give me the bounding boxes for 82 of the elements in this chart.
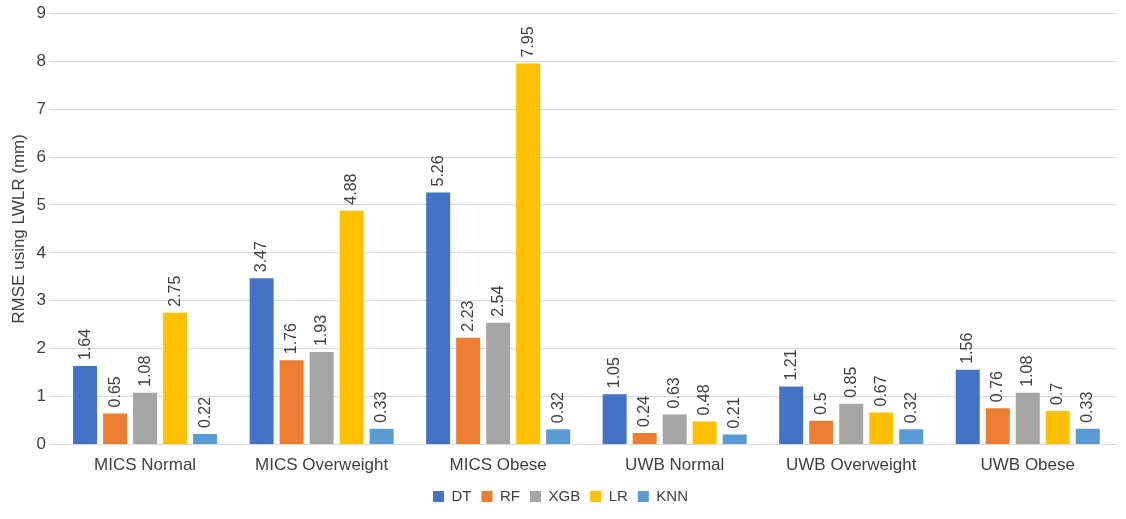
data-label: 2.54 <box>488 285 506 317</box>
x-tick-label: MICS Normal <box>94 455 197 475</box>
x-tick-label: UWB Normal <box>625 455 725 475</box>
bar <box>869 412 894 445</box>
y-tick-label: 2 <box>36 338 46 358</box>
data-label: 1.93 <box>312 314 330 347</box>
data-label: 0.85 <box>841 366 859 398</box>
y-tick-label: 5 <box>36 194 46 214</box>
bar <box>1075 428 1100 445</box>
x-tick-label: MICS Obese <box>449 455 547 475</box>
y-tick-label: 1 <box>36 386 46 406</box>
y-axis-title: RMSE using LWLR (mm) <box>8 134 28 324</box>
data-label: 0.32 <box>548 392 566 424</box>
legend-label: DT <box>451 486 472 504</box>
bar <box>339 210 364 445</box>
bar <box>602 394 627 445</box>
bar <box>692 421 717 445</box>
bar <box>249 278 274 445</box>
data-label: 0.33 <box>372 391 390 423</box>
x-tick-label: MICS Overweight <box>255 455 389 475</box>
data-label: 7.95 <box>518 26 536 58</box>
data-label: 0.24 <box>635 395 653 428</box>
bar <box>279 360 304 445</box>
data-label: 0.5 <box>811 392 829 415</box>
bar <box>73 365 98 445</box>
bar <box>486 322 511 445</box>
y-tick-label: 4 <box>36 242 46 262</box>
data-label: 0.63 <box>665 377 683 409</box>
data-label: 2.75 <box>165 275 183 307</box>
data-label: 0.48 <box>695 384 713 416</box>
legend-label: KNN <box>656 486 689 504</box>
bar <box>546 429 571 445</box>
data-label: 0.65 <box>105 376 123 408</box>
data-label: 1.08 <box>1018 355 1036 387</box>
bar <box>309 352 334 445</box>
data-label: 4.88 <box>342 173 360 205</box>
legend-label: RF <box>499 486 520 504</box>
bar <box>722 434 747 445</box>
bar <box>426 192 451 445</box>
y-tick-label: 0 <box>36 434 46 454</box>
bar <box>839 403 864 445</box>
bar <box>193 434 218 445</box>
bar <box>985 408 1010 445</box>
data-label: 0.76 <box>988 370 1006 403</box>
y-tick-label: 8 <box>36 50 46 70</box>
bar <box>163 312 188 445</box>
data-label: 1.76 <box>282 323 300 355</box>
x-tick-label: UWB Overweight <box>786 455 917 475</box>
data-label: 0.67 <box>871 375 889 407</box>
data-label: 5.26 <box>428 155 446 187</box>
data-label: 1.08 <box>135 355 153 387</box>
data-label: 1.21 <box>781 349 799 381</box>
bar <box>516 63 541 445</box>
bar <box>369 428 394 445</box>
data-label: 0.22 <box>195 396 213 429</box>
data-label: 0.7 <box>1048 382 1066 406</box>
data-label: 0.33 <box>1078 391 1096 423</box>
x-tick-label: UWB Obese <box>980 455 1075 475</box>
legend-label: XGB <box>548 486 581 504</box>
data-label: 2.23 <box>458 300 476 332</box>
bar <box>899 429 924 445</box>
bar <box>1015 392 1040 445</box>
bar <box>809 420 834 445</box>
y-tick-label: 3 <box>36 290 46 310</box>
bar <box>662 414 687 445</box>
data-label: 0.32 <box>901 392 919 424</box>
data-label: 1.64 <box>75 328 93 360</box>
data-label: 0.21 <box>725 397 743 429</box>
bar <box>955 369 980 445</box>
bar <box>1045 411 1070 445</box>
data-label: 3.47 <box>252 241 270 273</box>
data-label: 1.05 <box>605 357 623 389</box>
bar <box>103 413 128 445</box>
y-tick-label: 9 <box>36 2 46 22</box>
y-tick-label: 6 <box>36 146 46 166</box>
legend-label: LR <box>608 486 628 504</box>
bar <box>456 337 481 445</box>
data-label: 1.56 <box>958 332 976 364</box>
bar <box>133 392 158 445</box>
bar <box>632 433 657 445</box>
bar <box>779 386 804 445</box>
y-tick-label: 7 <box>36 98 46 118</box>
